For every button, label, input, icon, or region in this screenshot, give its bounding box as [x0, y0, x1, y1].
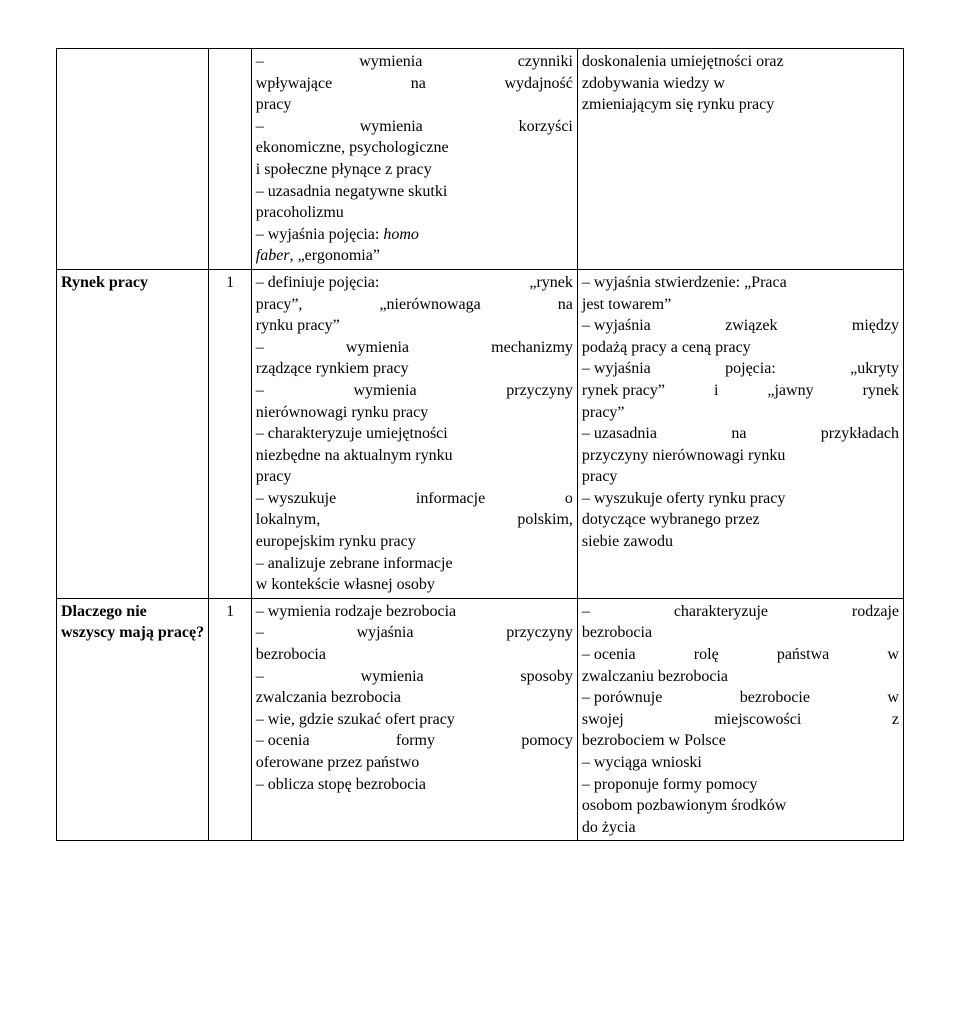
justified-line: – wyjaśniapojęcia:„ukryty	[582, 358, 899, 380]
topic-cell	[57, 49, 209, 270]
justified-line: swojejmiejscowościz	[582, 709, 899, 731]
text-line: – wyciąga wnioski	[582, 752, 899, 774]
text-line: nierównowagi rynku pracy	[256, 402, 573, 424]
basic-skills-cell: – definiuje pojęcia:„rynekpracy”,„nierów…	[251, 269, 577, 598]
topic-label: Rynek pracy	[61, 274, 148, 291]
topic-label: Dlaczego nie wszyscy mają pracę?	[61, 603, 204, 642]
hours-cell: 1	[209, 269, 251, 598]
text-line: faber, „ergonomia”	[256, 245, 573, 267]
table-body: –wymieniaczynnikiwpływającenawydajnośćpr…	[57, 49, 904, 841]
justified-line: pracy”,„nierównowagana	[256, 294, 573, 316]
justified-line: –wymieniaprzyczyny	[256, 380, 573, 402]
justified-line: – wyjaśniazwiązekmiędzy	[582, 315, 899, 337]
text-line: – wyjaśnia pojęcia: homo	[256, 224, 573, 246]
table-row: Dlaczego nie wszyscy mają pracę?1– wymie…	[57, 598, 904, 841]
text-line: pracy	[256, 466, 573, 488]
justified-line: – definiuje pojęcia:„rynek	[256, 272, 573, 294]
text-line: przyczyny nierównowagi rynku	[582, 445, 899, 467]
justified-line: – oceniarolępaństwaw	[582, 644, 899, 666]
justified-line: rynek pracy”i„jawnyrynek	[582, 380, 899, 402]
text-line: – analizuje zebrane informacje	[256, 553, 573, 575]
justified-line: – uzasadnianaprzykładach	[582, 423, 899, 445]
table-row: Rynek pracy1– definiuje pojęcia:„rynekpr…	[57, 269, 904, 598]
text-line: bezrobocia	[582, 622, 899, 644]
basic-skills-cell: – wymienia rodzaje bezrobocia–wyjaśniapr…	[251, 598, 577, 841]
topic-cell: Rynek pracy	[57, 269, 209, 598]
text-line: pracy	[582, 466, 899, 488]
text-line: oferowane przez państwo	[256, 752, 573, 774]
text-line: w kontekście własnej osoby	[256, 574, 573, 596]
text-line: jest towarem”	[582, 294, 899, 316]
basic-skills-cell: –wymieniaczynnikiwpływającenawydajnośćpr…	[251, 49, 577, 270]
text-line: bezrobocia	[256, 644, 573, 666]
text-line: – wymienia rodzaje bezrobocia	[256, 601, 573, 623]
justified-line: –wymieniasposoby	[256, 666, 573, 688]
justified-line: –charakteryzujerodzaje	[582, 601, 899, 623]
text-line: i społeczne płynące z pracy	[256, 159, 573, 181]
justified-line: – wyszukujeinformacjeo	[256, 488, 573, 510]
text-line: ekonomiczne, psychologiczne	[256, 137, 573, 159]
text-line: – wyjaśnia stwierdzenie: „Praca	[582, 272, 899, 294]
justified-line: –wyjaśniaprzyczyny	[256, 622, 573, 644]
text-line: rządzące rynkiem pracy	[256, 358, 573, 380]
text-line: dotyczące wybranego przez	[582, 509, 899, 531]
text-line: zwalczania bezrobocia	[256, 687, 573, 709]
text-line: rynku pracy”	[256, 315, 573, 337]
text-line: doskonalenia umiejętności oraz	[582, 51, 899, 73]
table-row: –wymieniaczynnikiwpływającenawydajnośćpr…	[57, 49, 904, 270]
text-line: siebie zawodu	[582, 531, 899, 553]
text-line: niezbędne na aktualnym rynku	[256, 445, 573, 467]
text-line: zwalczaniu bezrobocia	[582, 666, 899, 688]
hours-cell: 1	[209, 598, 251, 841]
text-line: – proponuje formy pomocy	[582, 774, 899, 796]
text-line: do życia	[582, 817, 899, 839]
topic-cell: Dlaczego nie wszyscy mają pracę?	[57, 598, 209, 841]
justified-line: – porównujebezrobociew	[582, 687, 899, 709]
justified-line: wpływającenawydajność	[256, 73, 573, 95]
text-line: pracoholizmu	[256, 202, 573, 224]
justified-line: –wymieniaczynniki	[256, 51, 573, 73]
text-line: osobom pozbawionym środków	[582, 795, 899, 817]
extended-skills-cell: –charakteryzujerodzajebezrobocia– ocenia…	[577, 598, 903, 841]
justified-line: –wymieniakorzyści	[256, 116, 573, 138]
justified-line: lokalnym,polskim,	[256, 509, 573, 531]
text-line: – wyszukuje oferty rynku pracy	[582, 488, 899, 510]
justified-line: – oceniaformypomocy	[256, 730, 573, 752]
extended-skills-cell: – wyjaśnia stwierdzenie: „Pracajest towa…	[577, 269, 903, 598]
text-line: europejskim rynku pracy	[256, 531, 573, 553]
text-line: podażą pracy a ceną pracy	[582, 337, 899, 359]
text-line: zdobywania wiedzy w	[582, 73, 899, 95]
extended-skills-cell: doskonalenia umiejętności orazzdobywania…	[577, 49, 903, 270]
text-line: – uzasadnia negatywne skutki	[256, 181, 573, 203]
text-line: bezrobociem w Polsce	[582, 730, 899, 752]
hours-cell	[209, 49, 251, 270]
justified-line: –wymieniamechanizmy	[256, 337, 573, 359]
text-line: – charakteryzuje umiejętności	[256, 423, 573, 445]
text-line: pracy”	[582, 402, 899, 424]
text-line: pracy	[256, 94, 573, 116]
text-line: – oblicza stopę bezrobocia	[256, 774, 573, 796]
text-line: – wie, gdzie szukać ofert pracy	[256, 709, 573, 731]
curriculum-table: –wymieniaczynnikiwpływającenawydajnośćpr…	[56, 48, 904, 841]
text-line: zmieniającym się rynku pracy	[582, 94, 899, 116]
